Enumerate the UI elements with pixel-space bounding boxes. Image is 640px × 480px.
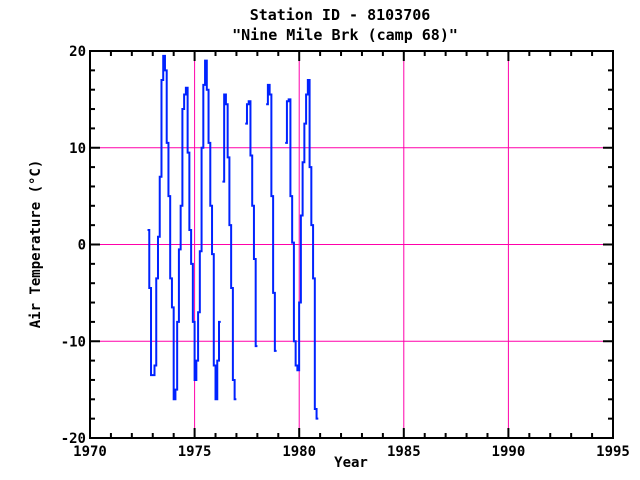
x-axis-label: Year [334,455,368,471]
series-line-segment [245,100,258,348]
x-tick-label: 1990 [492,444,526,460]
series-line-segment [285,79,319,420]
y-tick-label: -10 [61,334,86,350]
series-line-segment [222,93,237,401]
x-tick-label: 1970 [73,444,107,460]
series-line-segment [147,54,221,401]
y-tick-label: 20 [69,44,86,60]
series-line-segment [266,83,277,352]
chart-title: Station ID - 8103706 [250,6,431,24]
y-tick-label: -20 [61,431,86,447]
x-tick-label: 1975 [178,444,212,460]
y-axis-label: Air Temperature (°C) [28,160,44,329]
x-tick-label: 1980 [282,444,316,460]
x-tick-label: 1995 [596,444,630,460]
chart-subtitle: "Nine Mile Brk (camp 68)" [232,26,458,44]
y-tick-label: 0 [78,238,86,254]
x-tick-label: 1985 [387,444,421,460]
y-tick-label: 10 [69,141,86,157]
